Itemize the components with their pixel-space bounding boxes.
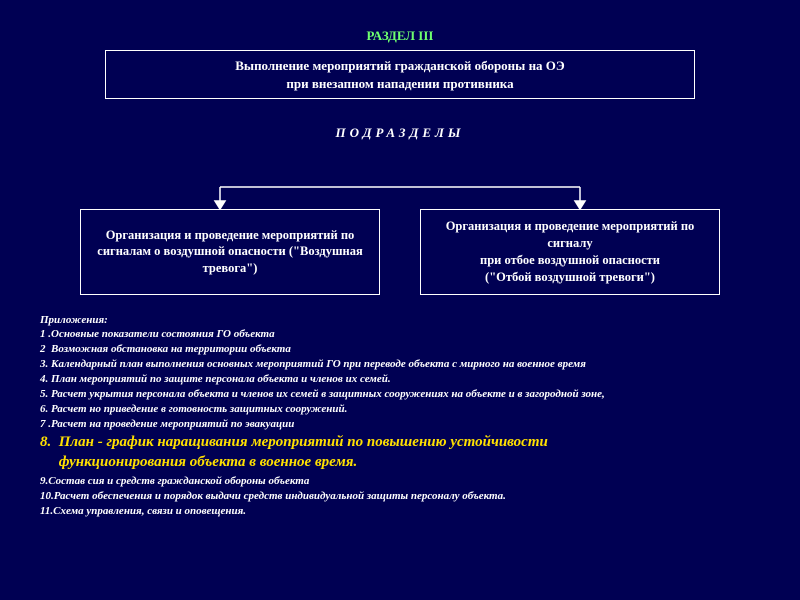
- connector-diagram: [0, 149, 800, 209]
- attach-6: 6. Расчет но приведение в готовность защ…: [40, 402, 760, 417]
- attach-2: 2 Возможная обстановка на территории объ…: [40, 342, 760, 357]
- attachments-header: Приложения:: [40, 313, 760, 328]
- attach-11: 11.Схема управления, связи и оповещения.: [40, 504, 760, 519]
- sub-box-right: Организация и проведение мероприятий по …: [420, 209, 720, 295]
- attach-7: 7 .Расчет на проведение мероприятий по э…: [40, 417, 760, 432]
- top-box-line2: при внезапном нападении противника: [114, 75, 686, 93]
- attach-5: 5. Расчет укрытия персонала объекта и чл…: [40, 387, 760, 402]
- attach-1: 1 .Основные показатели состояния ГО объе…: [40, 327, 760, 342]
- top-main-box: Выполнение мероприятий гражданской оборо…: [105, 50, 695, 99]
- attach-3: 3. Календарный план выполнения основных …: [40, 357, 760, 372]
- sub-boxes-row: Организация и проведение мероприятий по …: [0, 209, 800, 295]
- sub-box-right-text: Организация и проведение мероприятий по …: [429, 218, 711, 286]
- section-title: РАЗДЕЛ III: [0, 0, 800, 50]
- attach-8-highlight: 8. План - график наращивания мероприятий…: [40, 431, 760, 474]
- attach-4: 4. План мероприятий по защите персонала …: [40, 372, 760, 387]
- subsections-label: ПОДРАЗДЕЛЫ: [0, 125, 800, 141]
- attach-10: 10.Расчет обеспечения и порядок выдачи с…: [40, 489, 760, 504]
- attach-9: 9.Состав сия и средств гражданской оборо…: [40, 474, 760, 489]
- connector-svg: [0, 149, 800, 209]
- sub-box-left-text: Организация и проведение мероприятий по …: [89, 227, 371, 278]
- sub-box-left: Организация и проведение мероприятий по …: [80, 209, 380, 295]
- top-box-line1: Выполнение мероприятий гражданской оборо…: [114, 57, 686, 75]
- attachments: Приложения: 1 .Основные показатели состо…: [0, 295, 800, 519]
